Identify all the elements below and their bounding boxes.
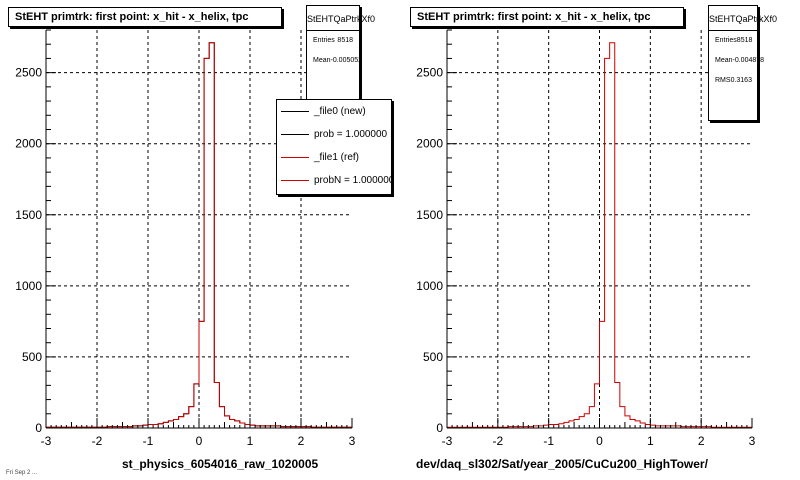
x-tick-label: -3 — [442, 434, 453, 448]
stats-label: RMS — [715, 77, 731, 84]
right-plot-title: StEHT primtrk: first point: x_hit - x_he… — [410, 7, 684, 27]
y-tick-label: 1500 — [15, 208, 42, 222]
stats-value: 8518 — [337, 37, 353, 44]
left-file-label: st_physics_6054016_raw_1020005 — [122, 457, 319, 471]
x-tick-label: 1 — [247, 434, 254, 448]
x-tick-label: 1 — [647, 434, 654, 448]
y-tick-label: 2000 — [416, 137, 443, 151]
y-tick-label: 2000 — [15, 137, 42, 151]
stats-label: Entries — [313, 37, 335, 44]
x-tick-label: 0 — [196, 434, 203, 448]
x-tick-label: 0 — [596, 434, 603, 448]
legend-entry: _file0 (new) — [277, 100, 391, 123]
x-tick-label: -2 — [492, 434, 503, 448]
x-tick-label: 2 — [698, 434, 705, 448]
x-tick-label: -1 — [143, 434, 154, 448]
y-tick-label: 1000 — [416, 279, 443, 293]
stats-value: 0.3163 — [730, 77, 752, 84]
stats-row-entries: Entries 8518 — [307, 31, 359, 51]
x-tick-label: -1 — [543, 434, 554, 448]
stats-row-mean: Mean -0.005052 — [307, 51, 362, 71]
stats-row-entries: Entries 8518 — [709, 31, 757, 51]
stats-name: StEHTQaPtrkXf0 — [709, 6, 777, 31]
legend-entry: probN = 1.000000 — [277, 169, 391, 192]
stats-label: Entries — [715, 37, 737, 44]
y-tick-label: 1000 — [15, 279, 42, 293]
legend-swatch — [281, 134, 309, 135]
left-stats-box: StEHTQaPtrkXf0 Entries 8518 Mean -0.0050… — [306, 5, 375, 107]
stats-value: 8518 — [736, 37, 753, 44]
x-tick-label: -2 — [92, 434, 103, 448]
y-tick-label: 0 — [35, 421, 42, 435]
stats-value: -0.005052 — [330, 57, 363, 64]
right-stats-box: StEHTQaPtrkXf0 Entries 8518 Mean -0.0048… — [708, 5, 777, 121]
stats-value: -0.004878 — [732, 57, 765, 64]
stats-name: StEHTQaPtrkXf0 — [307, 6, 375, 31]
legend-swatch — [281, 180, 309, 181]
y-tick-label: 1500 — [416, 208, 443, 222]
x-tick-label: 3 — [349, 434, 356, 448]
stats-row-rms: RMS 0.3163 — [709, 71, 757, 91]
right-file-label: dev/daq_sl302/Sat/year_2005/CuCu200_High… — [416, 457, 708, 471]
timestamp-text: Fri Sep 2 ... — [6, 470, 38, 476]
legend-entry: _file1 (ref) — [277, 146, 391, 169]
y-tick-label: 2500 — [15, 66, 42, 80]
legend-label: prob = 1.000000 — [314, 129, 388, 140]
y-tick-label: 500 — [423, 350, 443, 364]
left-plot-title: StEHT primtrk: first point: x_hit - x_he… — [8, 7, 282, 27]
x-tick-label: 2 — [298, 434, 305, 448]
right-histogram-plot: -3 -2 -1 0 1 2 3 0 500 1000 1500 2000 2500 — [416, 29, 756, 448]
left-histogram-plot: -3 -2 -1 0 1 2 3 0 500 1000 1500 2000 2500 — [15, 29, 356, 448]
x-tick-label: 3 — [749, 434, 756, 448]
x-tick-label: -3 — [41, 434, 52, 448]
y-tick-label: 500 — [22, 350, 42, 364]
y-tick-label: 2500 — [416, 66, 443, 80]
legend-swatch — [281, 111, 309, 112]
histogram-series-0 — [446, 42, 753, 428]
stats-label: Mean — [715, 57, 733, 64]
histogram-series-1 — [45, 42, 353, 428]
stats-label: Mean — [313, 57, 331, 64]
legend-label: probN = 1.000000 — [314, 175, 392, 186]
legend-label: _file1 (ref) — [314, 152, 360, 163]
y-tick-label: 0 — [436, 421, 443, 435]
legend-label: _file0 (new) — [314, 106, 366, 117]
stats-row-mean: Mean -0.004878 — [709, 51, 764, 71]
legend-entry: prob = 1.000000 — [277, 123, 391, 146]
left-legend: _file0 (new) prob = 1.000000 _file1 (ref… — [276, 99, 392, 195]
legend-swatch — [281, 157, 309, 158]
